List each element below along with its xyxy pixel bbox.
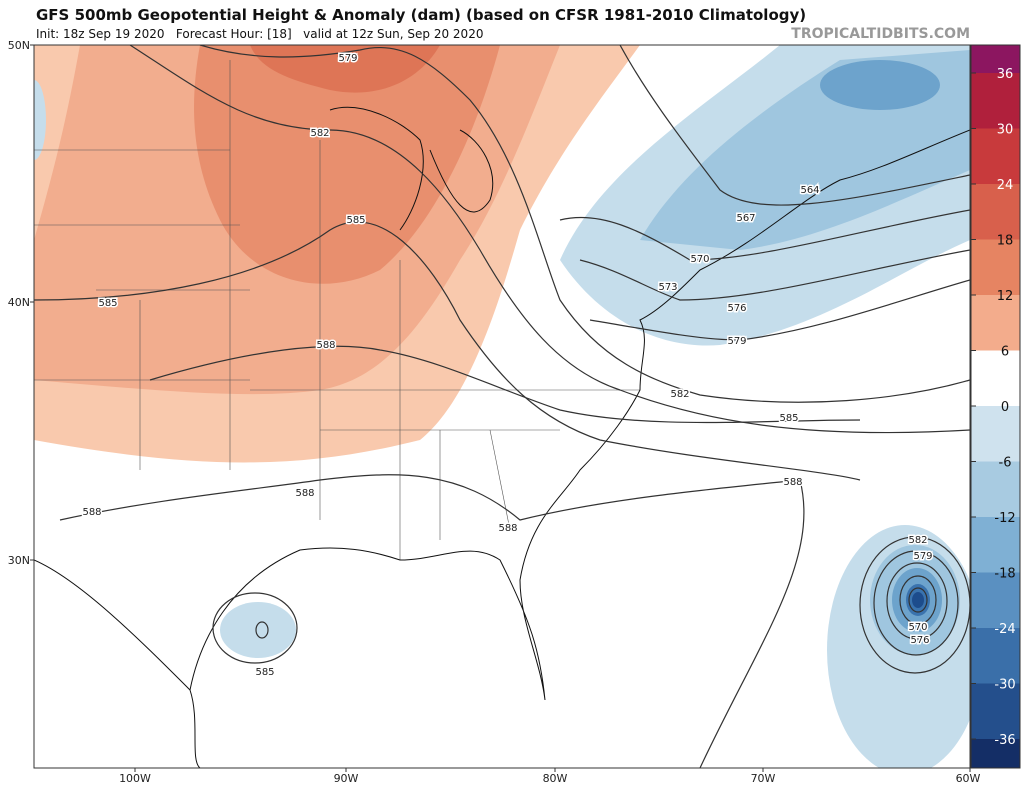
- colorbar-tick-label: 12: [997, 289, 1014, 304]
- lat-label: 30N: [8, 554, 30, 567]
- contour-label: 588: [82, 507, 101, 518]
- colorbar-band: [971, 406, 1020, 462]
- title: GFS 500mb Geopotential Height & Anomaly …: [36, 6, 806, 24]
- colorbar-band: [971, 239, 1020, 295]
- contour-label: 585: [779, 413, 798, 424]
- lon-label: 90W: [334, 772, 359, 785]
- contour-label: 582: [670, 389, 689, 400]
- colorbar-band: [971, 517, 1020, 573]
- colorbar-tick-label: 18: [997, 234, 1014, 249]
- axis-labels: 50N 40N 30N 100W 90W 80W 70W 60W: [8, 39, 981, 785]
- contour-label: 588: [316, 340, 335, 351]
- colorbar-tick-label: 6: [1001, 345, 1009, 360]
- contour-label: 579: [913, 551, 932, 562]
- contour-label: 582: [908, 535, 927, 546]
- contour-label: 588: [295, 488, 314, 499]
- site-name: TROPICALTIDBITS.COM: [791, 26, 970, 42]
- colorbar-band: [971, 45, 1020, 73]
- contour-label: 588: [783, 477, 802, 488]
- lat-label: 50N: [8, 39, 30, 52]
- colorbar-band: [971, 739, 1020, 768]
- contour-label: 576: [727, 303, 746, 314]
- colorbar: 36 30 24 18 12 6 0 -6 -12 -18 -24 -30 -36: [970, 44, 1021, 769]
- contour-label: 585: [346, 215, 365, 226]
- contour-label: 570: [690, 254, 709, 265]
- colorbar-tick-label: 24: [997, 178, 1014, 193]
- lon-label: 80W: [543, 772, 568, 785]
- colorbar-band: [971, 461, 1020, 517]
- contour-label: 579: [727, 336, 746, 347]
- contour-label: 567: [736, 213, 755, 224]
- map-frame: [33, 44, 971, 769]
- lat-label: 40N: [8, 296, 30, 309]
- colorbar-band: [971, 184, 1020, 240]
- lon-label: 70W: [751, 772, 776, 785]
- colorbar-band: [971, 295, 1020, 351]
- colorbar-band: [971, 350, 1020, 406]
- colorbar-band: [971, 628, 1020, 684]
- contour-label: 585: [255, 667, 274, 678]
- contour-label: 564: [800, 185, 819, 196]
- contour-label: 576: [910, 635, 929, 646]
- colorbar-band: [971, 73, 1020, 129]
- colorbar-tick-label: -36: [994, 733, 1015, 748]
- colorbar-tick-label: -24: [994, 622, 1015, 637]
- colorbar-band: [971, 128, 1020, 184]
- map-area: [33, 44, 971, 769]
- contour-label: 573: [658, 282, 677, 293]
- subtitle: Init: 18z Sep 19 2020 Forecast Hour: [18…: [36, 27, 483, 41]
- contour-label: 585: [98, 298, 117, 309]
- colorbar-band: [971, 683, 1020, 739]
- colorbar-tick-label: -18: [994, 567, 1015, 582]
- lon-label: 100W: [119, 772, 151, 785]
- contour-label: 582: [310, 128, 329, 139]
- colorbar-tick-label: 0: [1001, 400, 1009, 415]
- colorbar-tick-label: -30: [994, 678, 1015, 693]
- contour-labels: 579 582 585 585 588 588 588 588 564 567 …: [81, 52, 934, 680]
- colorbar-band: [971, 572, 1020, 628]
- contour-label: 579: [338, 53, 357, 64]
- colorbar-tick-label: 36: [997, 67, 1014, 82]
- lon-label: 60W: [956, 772, 981, 785]
- contour-label: 588: [498, 523, 517, 534]
- colorbar-tick-label: 30: [997, 123, 1014, 138]
- contour-label: 570: [908, 622, 927, 633]
- colorbar-tick-label: -6: [999, 456, 1012, 471]
- colorbar-tick-label: -12: [994, 511, 1015, 526]
- colorbar-frame: [970, 44, 1021, 769]
